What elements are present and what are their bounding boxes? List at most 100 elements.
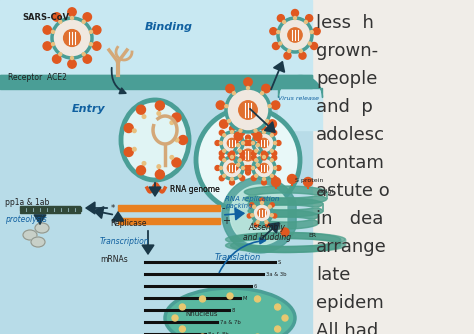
Circle shape [310, 42, 318, 49]
Circle shape [90, 30, 92, 33]
Circle shape [170, 156, 173, 159]
Text: and  p: and p [316, 98, 373, 116]
Text: Entry: Entry [72, 104, 106, 114]
Circle shape [172, 158, 181, 167]
Circle shape [252, 142, 255, 145]
Circle shape [71, 16, 73, 19]
Text: 8: 8 [232, 308, 236, 313]
Text: 3a & 3b: 3a & 3b [266, 272, 286, 277]
Circle shape [246, 140, 249, 143]
Circle shape [172, 113, 181, 122]
Bar [69, 207, 74, 211]
Ellipse shape [23, 230, 37, 240]
Circle shape [233, 154, 236, 157]
Circle shape [238, 174, 241, 177]
Circle shape [223, 134, 226, 137]
Bar [0, 75, 312, 88]
Circle shape [230, 156, 234, 159]
Circle shape [278, 18, 312, 52]
Text: -: - [222, 203, 226, 213]
Circle shape [234, 141, 262, 169]
Circle shape [258, 140, 263, 145]
Circle shape [284, 52, 291, 59]
Polygon shape [230, 185, 287, 245]
Circle shape [221, 132, 243, 154]
Circle shape [226, 85, 234, 93]
Circle shape [258, 165, 263, 170]
Bar [48, 207, 53, 211]
Circle shape [251, 130, 256, 135]
Circle shape [223, 174, 226, 177]
Circle shape [273, 214, 277, 218]
Bar [118, 205, 220, 211]
Circle shape [241, 142, 245, 145]
Text: -: - [111, 216, 115, 226]
Circle shape [82, 53, 85, 56]
Circle shape [255, 149, 258, 152]
Circle shape [256, 144, 259, 147]
Text: in   dea: in dea [316, 210, 383, 228]
Circle shape [43, 42, 52, 50]
Ellipse shape [165, 288, 295, 334]
Circle shape [272, 130, 277, 135]
Text: S protein: S protein [295, 178, 323, 183]
Circle shape [137, 166, 146, 175]
Circle shape [228, 163, 237, 173]
Circle shape [310, 30, 313, 33]
Circle shape [251, 155, 256, 160]
Circle shape [263, 177, 265, 180]
Circle shape [225, 105, 228, 108]
Bar [0, 75, 312, 89]
Circle shape [250, 203, 254, 207]
Circle shape [255, 174, 258, 177]
Circle shape [229, 126, 235, 131]
Circle shape [240, 155, 245, 160]
Bar [41, 207, 46, 211]
Circle shape [313, 28, 320, 35]
Text: Replicase: Replicase [110, 219, 146, 228]
Circle shape [124, 124, 133, 133]
Circle shape [277, 15, 284, 22]
Circle shape [304, 20, 308, 23]
Circle shape [219, 120, 228, 128]
Bar [62, 207, 67, 211]
Text: All had: All had [316, 322, 378, 334]
Circle shape [265, 220, 268, 223]
Circle shape [268, 120, 276, 128]
Text: Binding: Binding [145, 22, 193, 32]
Circle shape [175, 138, 179, 142]
Circle shape [239, 129, 242, 132]
Text: Nnucleus: Nnucleus [185, 311, 218, 317]
Circle shape [155, 170, 164, 179]
Bar [20, 207, 25, 211]
Circle shape [238, 134, 241, 137]
Circle shape [137, 105, 146, 114]
Circle shape [52, 43, 55, 46]
Text: adolesc: adolesc [316, 126, 385, 144]
Circle shape [124, 148, 133, 156]
Circle shape [272, 101, 280, 109]
Text: less  h: less h [316, 14, 374, 32]
Circle shape [274, 326, 281, 332]
Circle shape [68, 60, 76, 68]
Text: epidem: epidem [316, 294, 384, 312]
Circle shape [230, 177, 234, 180]
Text: *: * [111, 203, 115, 212]
Ellipse shape [35, 223, 49, 233]
Text: Virus release: Virus release [278, 96, 319, 101]
Circle shape [261, 92, 264, 95]
Circle shape [83, 55, 91, 63]
Circle shape [283, 20, 285, 23]
Circle shape [288, 174, 297, 183]
Circle shape [292, 9, 299, 16]
Circle shape [142, 115, 146, 119]
Circle shape [219, 176, 224, 181]
Circle shape [256, 220, 259, 223]
Bar [0, 0, 312, 75]
Circle shape [263, 153, 268, 157]
Circle shape [71, 56, 73, 59]
Circle shape [247, 141, 252, 145]
Circle shape [237, 163, 239, 166]
Circle shape [229, 155, 235, 160]
Circle shape [281, 228, 289, 236]
